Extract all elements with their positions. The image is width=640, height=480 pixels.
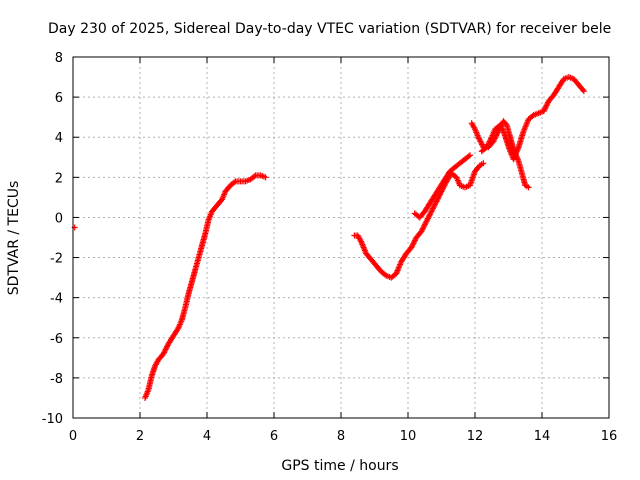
y-tick-label: 6 [55, 91, 63, 106]
x-tick-label: 0 [69, 429, 77, 444]
x-axis-ticks: 0 2 4 6 8 10 12 14 16 [69, 57, 617, 444]
y-tick-label: 4 [55, 131, 63, 146]
data-point [579, 86, 586, 93]
x-tick-label: 10 [400, 429, 417, 444]
y-tick-label: -2 [50, 252, 63, 267]
x-tick-label: 8 [337, 429, 345, 444]
data-point [262, 174, 269, 181]
x-tick-label: 2 [136, 429, 144, 444]
x-tick-label: 6 [270, 429, 278, 444]
y-axis-ticks: -10 -8 -6 -4 -2 0 2 4 6 8 [42, 51, 609, 427]
y-tick-label: -4 [50, 292, 63, 307]
y-tick-label: -6 [50, 332, 63, 347]
y-axis-label: SDTVAR / TECUs [6, 181, 22, 296]
x-tick-label: 16 [601, 429, 618, 444]
data-point [480, 160, 487, 167]
data-point [465, 153, 472, 160]
x-tick-label: 4 [203, 429, 211, 444]
y-tick-label: 0 [55, 211, 63, 226]
y-tick-label: 2 [55, 171, 63, 186]
y-tick-label: -8 [50, 372, 63, 387]
data-point [580, 88, 587, 95]
x-tick-label: 14 [534, 429, 551, 444]
data-points [71, 74, 587, 401]
y-tick-label: -10 [42, 412, 63, 427]
x-axis-label: GPS time / hours [281, 458, 398, 474]
data-point [251, 173, 258, 180]
y-tick-label: 8 [55, 51, 63, 66]
x-tick-label: 12 [467, 429, 484, 444]
data-point [231, 179, 238, 186]
chart-title: Day 230 of 2025, Sidereal Day-to-day VTE… [48, 21, 611, 37]
data-point [525, 184, 532, 191]
data-point [466, 152, 473, 159]
